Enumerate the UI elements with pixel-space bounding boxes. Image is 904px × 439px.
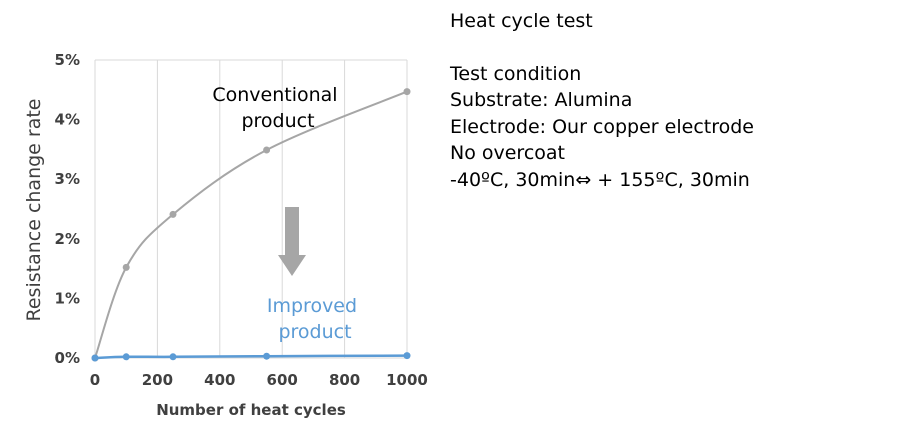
- y-axis-title: Resistance change rate: [23, 99, 45, 322]
- x-tick-label: 600: [267, 371, 298, 389]
- y-tick-label: 3%: [55, 170, 80, 188]
- x-tick-label: 200: [142, 371, 173, 389]
- test-title: Heat cycle test: [450, 10, 593, 32]
- data-point: [169, 353, 177, 361]
- x-tick-label: 400: [204, 371, 235, 389]
- temperature-line: -40ºC, 30min⇔ + 155ºC, 30min: [450, 168, 750, 191]
- electrode-line: Electrode: Our copper electrode: [450, 115, 754, 138]
- data-point: [91, 354, 99, 362]
- grid-lines: [94, 59, 408, 359]
- conventional-label-line-1: Conventional: [212, 84, 337, 106]
- x-axis-title: Number of heat cycles: [156, 401, 346, 419]
- test-description: Heat cycle test Test condition Substrate…: [450, 8, 890, 193]
- x-tick-label: 800: [329, 371, 360, 389]
- conventional-label-line-2: product: [241, 110, 314, 132]
- y-tick-label: 0%: [55, 349, 80, 367]
- improved-product-label: Improved product: [267, 295, 363, 343]
- data-point: [263, 352, 271, 360]
- y-tick-label: 4%: [55, 111, 80, 129]
- data-point: [122, 353, 130, 361]
- series-group: [91, 88, 411, 362]
- data-point: [403, 88, 411, 96]
- data-point: [263, 146, 271, 154]
- improved-label-line-2: product: [278, 321, 351, 343]
- y-tick-label: 2%: [55, 230, 80, 248]
- improved-label-line-1: Improved: [267, 295, 357, 317]
- y-tick-label: 5%: [55, 51, 80, 69]
- spacer: [450, 35, 890, 61]
- overcoat-line: No overcoat: [450, 142, 565, 164]
- x-tick-labels: 0 200 400 600 800 1000: [90, 371, 428, 389]
- data-point: [169, 210, 177, 218]
- y-tick-labels: 0% 1% 2% 3% 4% 5%: [55, 51, 80, 367]
- data-point: [122, 263, 130, 271]
- substrate-line: Substrate: Alumina: [450, 89, 633, 111]
- conventional-product-label: Conventional product: [212, 84, 343, 132]
- series-line-1: [94, 354, 408, 360]
- condition-line: Test condition: [450, 62, 582, 85]
- decrease-arrow: [278, 207, 306, 276]
- series-line-0: [94, 90, 408, 359]
- data-point: [403, 352, 411, 360]
- x-tick-label: 1000: [386, 371, 428, 389]
- y-tick-label: 1%: [55, 289, 80, 307]
- x-tick-label: 0: [90, 371, 100, 389]
- chart: 0 200 400 600 800 1000 0% 1% 2% 3% 4% 5% Conventio…: [23, 51, 428, 419]
